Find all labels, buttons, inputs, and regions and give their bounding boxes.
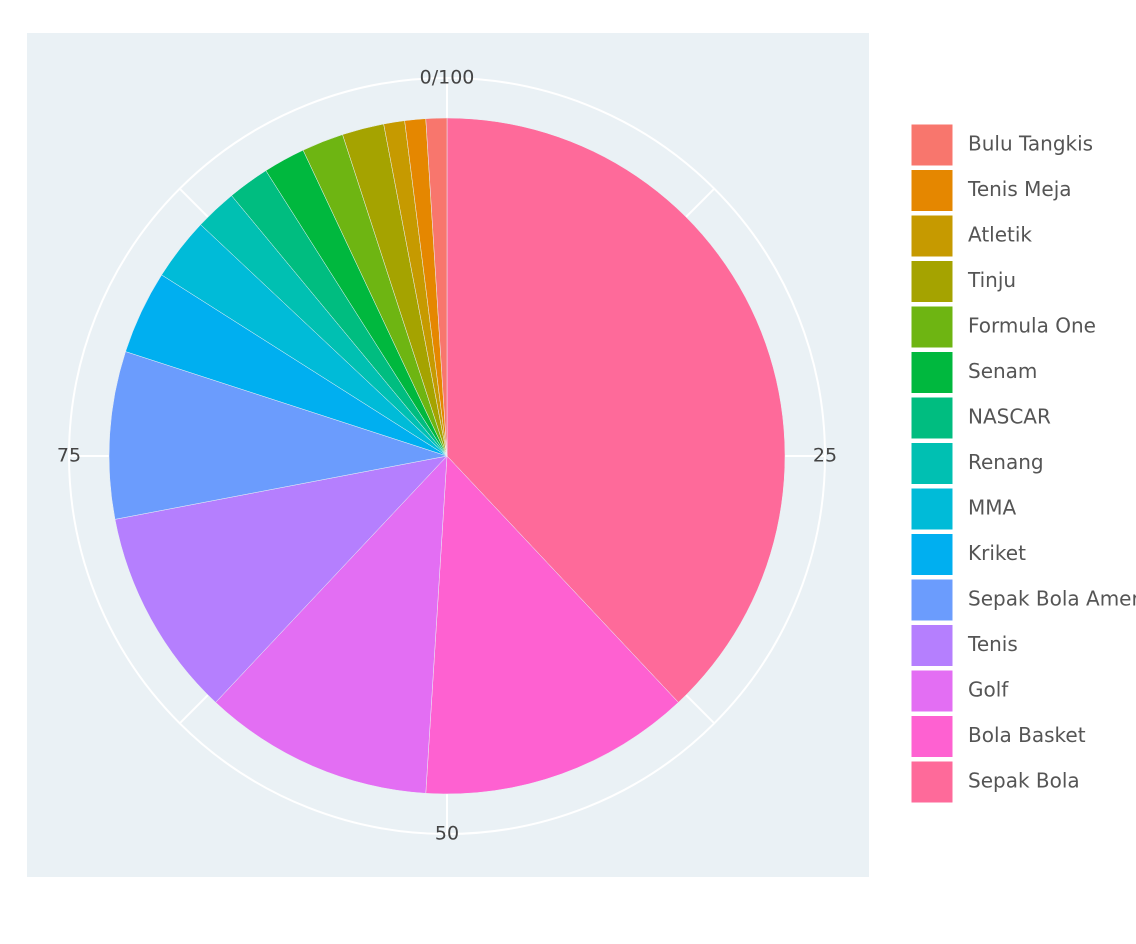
legend-swatch <box>910 214 954 258</box>
legend-swatch <box>910 487 954 531</box>
legend-swatch <box>910 305 954 349</box>
angular-tick-label: 25 <box>813 445 837 467</box>
legend-label: Tinju <box>967 268 1016 292</box>
legend-label: Sepak Bola Amerika <box>968 587 1136 611</box>
legend-swatch <box>910 169 954 212</box>
pie-slice <box>108 351 448 520</box>
grid-line <box>179 694 209 724</box>
legend-swatch <box>910 533 954 576</box>
legend-swatch <box>910 669 954 713</box>
grid-line <box>179 188 209 218</box>
pie-slice <box>114 455 448 703</box>
legend-label: Tenis Meja <box>967 177 1072 201</box>
pie-slice <box>425 455 679 795</box>
legend-label: Senam <box>968 359 1037 383</box>
legend-label: NASCAR <box>968 405 1051 429</box>
legend-swatch <box>910 442 954 485</box>
legend-swatch <box>910 624 954 667</box>
pie-slice <box>215 455 448 794</box>
legend-label: Tenis <box>967 632 1018 656</box>
angular-tick-label: 50 <box>435 823 459 845</box>
legend-swatch <box>910 351 954 394</box>
legend-label: Bulu Tangkis <box>968 132 1093 156</box>
legend-swatch <box>910 578 954 622</box>
angular-tick-label: 75 <box>57 445 81 467</box>
legend-label: Renang <box>968 450 1044 474</box>
legend-label: Kriket <box>968 541 1026 565</box>
legend-label: Golf <box>968 678 1009 702</box>
legend-swatch <box>910 715 954 758</box>
legend-label: MMA <box>968 496 1017 520</box>
legend-label: Sepak Bola <box>968 769 1080 793</box>
legend-label: Atletik <box>968 223 1032 247</box>
grid-line <box>685 694 715 724</box>
legend-swatch <box>910 396 954 440</box>
legend-swatch <box>910 760 954 804</box>
pie-slice <box>446 117 786 703</box>
legend-label: Formula One <box>968 314 1096 338</box>
grid-line <box>685 188 715 218</box>
angular-tick-label: 0/100 <box>420 67 475 89</box>
legend-swatch <box>910 260 954 303</box>
pie-slice <box>425 117 448 457</box>
legend-label: Bola Basket <box>968 723 1086 747</box>
legend-swatch <box>910 123 954 167</box>
